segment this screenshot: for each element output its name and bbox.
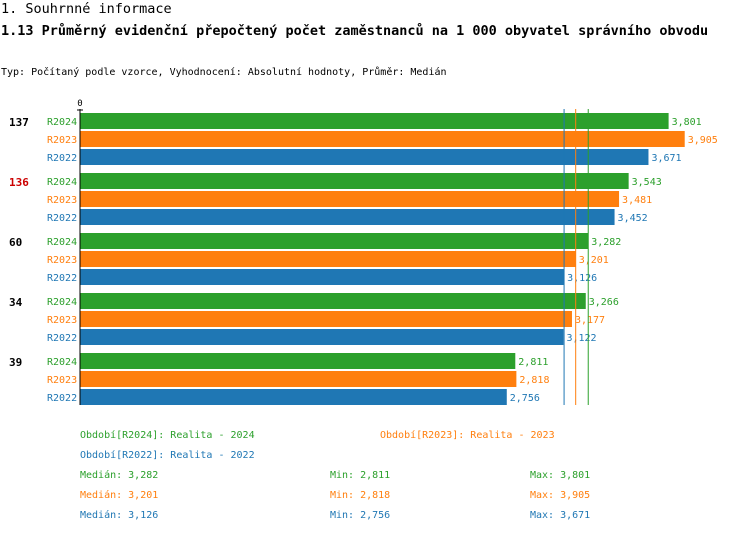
section-heading: 1. Souhrnné informace: [1, 1, 172, 17]
series-label: R2022: [47, 393, 77, 404]
series-label: R2023: [47, 375, 77, 386]
stat-median-r2023: Medián: 3,201: [80, 490, 159, 501]
bar-r2023: [80, 131, 685, 147]
data-label: 3,266: [589, 297, 619, 308]
legend-r2024: Období[R2024]: Realita - 2024: [80, 430, 255, 441]
data-label: 3,201: [579, 255, 609, 266]
bar-r2024: [80, 113, 669, 129]
bar-r2022: [80, 209, 615, 225]
stat-median-r2022: Medián: 3,126: [80, 510, 159, 521]
bar-r2024: [80, 173, 629, 189]
bar-r2022: [80, 269, 565, 285]
stat-min-r2024: Min: 2,811: [330, 470, 391, 481]
stat-max-r2022: Max: 3,671: [530, 510, 591, 521]
series-label: R2022: [47, 213, 77, 224]
series-label: R2024: [47, 297, 77, 308]
chart-subtitle: Typ: Počítaný podle vzorce, Vyhodnocení:…: [1, 67, 447, 78]
data-label: 3,801: [672, 117, 702, 128]
series-label: R2024: [47, 177, 77, 188]
axis-zero-label: 0: [77, 99, 82, 109]
series-label: R2024: [47, 357, 77, 368]
stat-min-r2023: Min: 2,818: [330, 490, 391, 501]
legend-r2023: Období[R2023]: Realita - 2023: [380, 430, 555, 441]
bar-r2023: [80, 311, 572, 327]
series-label: R2022: [47, 333, 77, 344]
series-label: R2023: [47, 315, 77, 326]
bar-r2023: [80, 191, 620, 207]
stat-max-r2023: Max: 3,905: [530, 490, 591, 501]
data-label: 2,811: [518, 357, 548, 368]
series-label: R2023: [47, 195, 77, 206]
stat-max-r2024: Max: 3,801: [530, 470, 591, 481]
data-label: 3,543: [632, 177, 662, 188]
bar-r2023: [80, 251, 576, 267]
bar-r2022: [80, 329, 564, 345]
group-label: 60: [9, 236, 22, 249]
series-label: R2022: [47, 273, 77, 284]
group-label: 137: [9, 116, 29, 129]
chart-title: 1.13 Průměrný evidenční přepočtený počet…: [1, 23, 709, 39]
data-label: 3,122: [566, 333, 596, 344]
group-label: 34: [9, 296, 23, 309]
stat-min-r2022: Min: 2,756: [330, 510, 391, 521]
data-label: 3,671: [651, 153, 681, 164]
data-label: 3,905: [688, 135, 718, 146]
group-label: 136: [9, 176, 29, 189]
bar-r2024: [80, 353, 516, 369]
bar-r2024: [80, 233, 589, 249]
data-label: 2,756: [510, 393, 540, 404]
data-label: 3,177: [575, 315, 605, 326]
bar-r2023: [80, 371, 517, 387]
bar-r2022: [80, 389, 507, 405]
series-label: R2024: [47, 237, 77, 248]
legend-r2022: Období[R2022]: Realita - 2022: [80, 450, 255, 461]
series-label: R2024: [47, 117, 77, 128]
stat-median-r2024: Medián: 3,282: [80, 470, 159, 481]
data-label: 3,282: [591, 237, 621, 248]
bar-r2024: [80, 293, 586, 309]
data-label: 3,481: [622, 195, 652, 206]
data-label: 3,452: [618, 213, 648, 224]
data-label: 3,126: [567, 273, 597, 284]
data-label: 2,818: [519, 375, 549, 386]
series-label: R2023: [47, 255, 77, 266]
bar-r2022: [80, 149, 649, 165]
series-label: R2022: [47, 153, 77, 164]
series-label: R2023: [47, 135, 77, 146]
group-label: 39: [9, 356, 22, 369]
